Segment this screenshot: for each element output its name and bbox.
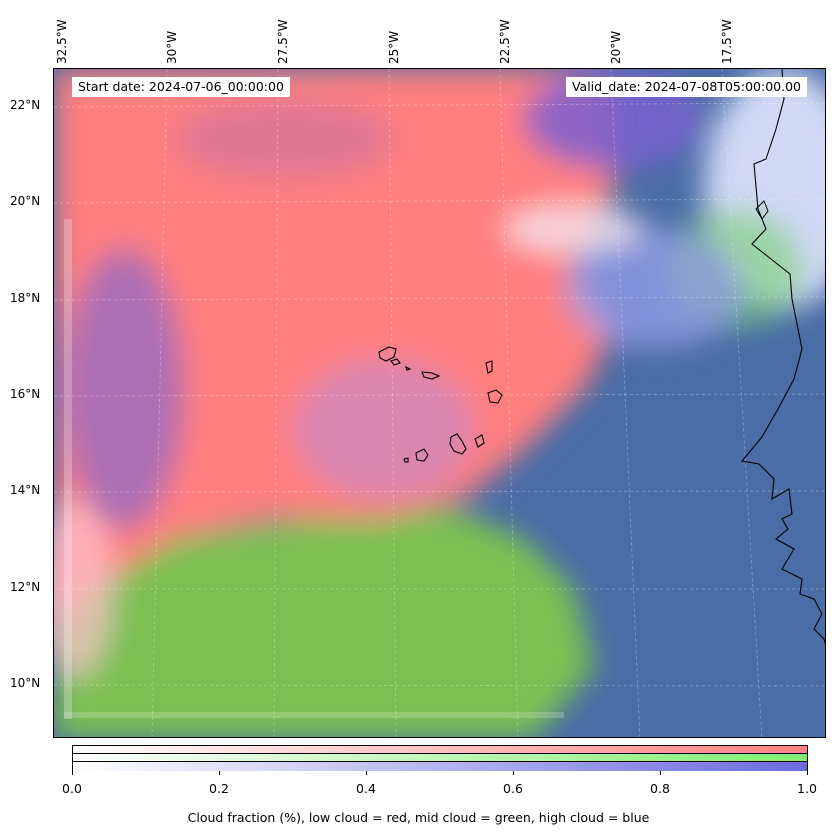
start-date-label: Start date: 2024-07-06_00:00:00 [72, 77, 290, 97]
white-cloud-band [504, 204, 644, 254]
edge-artifact-bottom [64, 712, 564, 718]
gridline-lon-27-5w [273, 69, 279, 737]
island-santiago [449, 433, 467, 455]
island-boa-vista [487, 389, 503, 404]
lon-label-25w: 25°W [387, 30, 401, 64]
colorbar-tick-0-8: 0.8 [650, 781, 670, 796]
gridline-lon-22-5w [499, 69, 519, 737]
gridline-lat-10n [54, 684, 825, 687]
lon-label-20w: 20°W [609, 30, 623, 64]
lon-label-27-5w: 27.5°W [276, 19, 290, 64]
high-cloud-patch-west [64, 249, 184, 529]
high-cloud-mid-east [564, 229, 744, 349]
island-fogo [415, 448, 429, 462]
island-brava [403, 457, 409, 463]
lat-label-20n: 20°N [10, 194, 41, 208]
gridline-lat-16n [54, 393, 825, 397]
edge-artifact-left [64, 219, 72, 719]
colorbar-tick-1-0: 1.0 [797, 781, 817, 796]
gridline-lon-30w [151, 69, 168, 737]
colorbar-tickmark-1 [219, 771, 220, 775]
high-cloud-patch-center [294, 359, 474, 499]
colorbar-tick-0-2: 0.2 [209, 781, 229, 796]
colorbar-tick-0-6: 0.6 [503, 781, 523, 796]
canary-coast-detail [755, 200, 769, 220]
lat-label-12n: 12°N [10, 580, 41, 594]
gridline-lat-18n [54, 296, 825, 301]
gridline-lat-20n [54, 198, 825, 204]
high-cloud-patch-north [174, 99, 394, 179]
cloud-fraction-map: Start date: 2024-07-06_00:00:00 Valid_da… [53, 68, 826, 738]
island-sao-vicente [390, 358, 401, 366]
colorbar-tick-0-0: 0.0 [62, 781, 82, 796]
gridline-lat-22n [54, 102, 825, 108]
colorbar-tickmark-5 [807, 771, 808, 775]
lon-label-17-5w: 17.5°W [720, 19, 734, 64]
colorbar [72, 745, 808, 771]
gridline-lat-14n [54, 490, 825, 493]
colorbar-tickmark-0 [72, 771, 73, 775]
lon-label-30w: 30°W [165, 30, 179, 64]
gridline-lon-17-5w [721, 69, 763, 737]
african-coastline [740, 69, 825, 645]
lat-label-14n: 14°N [10, 483, 41, 497]
colorbar-high-cloud-strip [73, 762, 807, 771]
gridline-lon-25w [388, 69, 397, 737]
lon-label-32-5w: 32.5°W [55, 19, 69, 64]
lat-label-16n: 16°N [10, 387, 41, 401]
colorbar-tickmark-2 [366, 771, 367, 775]
lat-label-22n: 22°N [10, 98, 41, 112]
colorbar-caption: Cloud fraction (%), low cloud = red, mid… [187, 810, 650, 825]
valid-date-label: Valid_date: 2024-07-08T05:00:00.00 [565, 77, 807, 97]
lon-label-22-5w: 22.5°W [498, 19, 512, 64]
low-cloud-region [54, 69, 614, 629]
lat-label-10n: 10°N [10, 676, 41, 690]
gridline-lon-20w [610, 69, 641, 737]
colorbar-tickmark-4 [660, 771, 661, 775]
map-canvas [54, 69, 825, 737]
low-cloud-southwest [54, 499, 114, 679]
island-sao-nicolau [421, 371, 441, 380]
colorbar-tickmark-3 [513, 771, 514, 775]
colorbar-low-cloud-strip [73, 746, 807, 754]
colorbar-mid-cloud-strip [73, 754, 807, 762]
island-santa-luzia [405, 365, 412, 371]
colorbar-tick-0-4: 0.4 [356, 781, 376, 796]
mid-cloud-region [54, 509, 594, 737]
lat-label-18n: 18°N [10, 291, 41, 305]
island-maio [474, 434, 485, 448]
island-sal [485, 360, 493, 374]
island-santo-antao [378, 346, 397, 362]
